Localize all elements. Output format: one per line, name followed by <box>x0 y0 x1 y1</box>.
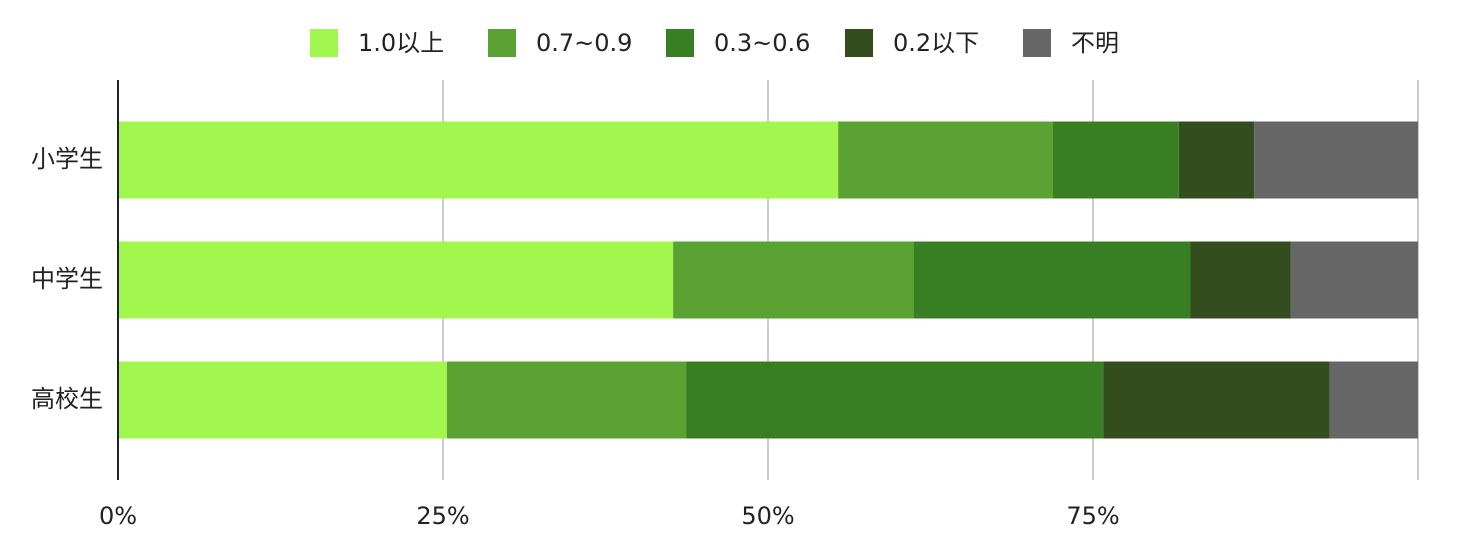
bar-segment <box>1178 121 1255 199</box>
x-tick-label: 75% <box>1066 502 1119 530</box>
y-tick-label: 高校生 <box>31 385 103 413</box>
legend-swatch <box>488 29 516 57</box>
bar-segment <box>118 241 674 319</box>
bar-segment <box>1329 361 1418 439</box>
y-tick-label: 中学生 <box>31 265 103 293</box>
legend-swatch <box>666 29 694 57</box>
x-tick-label: 0% <box>99 502 137 530</box>
bar-segment <box>913 241 1191 319</box>
bar-segment <box>673 241 914 319</box>
bar-segment <box>686 361 1104 439</box>
legend-swatch <box>1023 29 1051 57</box>
bar-segment <box>838 121 1053 199</box>
y-tick-label: 小学生 <box>31 145 103 173</box>
bar-segment <box>1290 241 1418 319</box>
legend-swatch <box>845 29 873 57</box>
legend-swatch <box>310 29 338 57</box>
bar-segment <box>118 361 447 439</box>
legend-label: 1.0以上 <box>358 29 444 57</box>
legend-label: 0.2以下 <box>893 29 979 57</box>
bar-segment <box>1190 241 1291 319</box>
bar-segment <box>118 121 839 199</box>
legend-label: 0.3~0.6 <box>714 29 810 57</box>
bar-segment <box>446 361 687 439</box>
bar-segment <box>1254 121 1418 199</box>
x-tick-label: 25% <box>416 502 469 530</box>
x-tick-label: 50% <box>741 502 794 530</box>
legend-label: 不明 <box>1071 29 1119 57</box>
bar-segment <box>1103 361 1330 439</box>
legend-label: 0.7~0.9 <box>536 29 632 57</box>
bar-segment <box>1052 121 1179 199</box>
